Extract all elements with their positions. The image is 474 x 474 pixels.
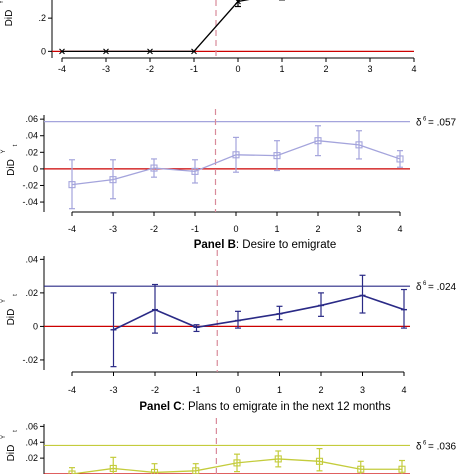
y-axis-label-sup: Y [1, 435, 7, 439]
y-axis-label-sub: t [13, 294, 19, 296]
y-axis-label-sub: t [13, 144, 19, 146]
y-tick-label: .02 [25, 147, 38, 157]
data-point [191, 167, 199, 175]
data-point [233, 459, 241, 467]
data-point [355, 141, 363, 149]
x-tick-label: 1 [279, 64, 284, 74]
data-point [274, 455, 282, 463]
delta-value: = .036 [428, 441, 457, 452]
y-tick-label: 0 [41, 46, 46, 56]
y-tick-label: -.04 [22, 197, 38, 207]
x-tick-label: -1 [192, 385, 200, 395]
x-tick-label: 4 [397, 224, 402, 234]
x-tick-label: 3 [360, 385, 365, 395]
delta-label-sup: 6 [423, 281, 427, 287]
delta-label: δ [416, 441, 422, 452]
y-tick-label: 0 [33, 164, 38, 174]
panel-caption-text: : Plans to emigrate in the next 12 month… [182, 401, 391, 413]
data-point [398, 465, 406, 473]
delta-label-sup: 6 [423, 117, 427, 123]
x-tick-label: -3 [109, 385, 117, 395]
panel-caption-bold: Panel B [194, 239, 236, 251]
y-axis-label-sup: Y [1, 149, 7, 153]
x-tick-label: -2 [146, 64, 154, 74]
y-tick-label: 0 [33, 321, 38, 331]
x-tick-label: -3 [102, 64, 110, 74]
x-tick-label: -4 [68, 385, 76, 395]
data-point [103, 48, 109, 55]
x-tick-label: 1 [274, 224, 279, 234]
data-point [273, 152, 281, 160]
y-axis-label-sup: Y [1, 299, 7, 303]
data-point [314, 137, 322, 145]
x-tick-label: 2 [318, 385, 323, 395]
x-tick-label: -4 [58, 64, 66, 74]
panel-caption: Panel C: Plans to emigrate in the next 1… [139, 401, 390, 413]
x-tick-label: 4 [411, 64, 416, 74]
data-point [147, 48, 153, 55]
panel-b: .06 .04 .02 0 -.02 -.04 DiD Yt -4 -3 -2 -1 0 1 2 3 4 δ 6 = … [1, 109, 457, 251]
data-point [357, 465, 365, 473]
panel-d: .06 .04 .02 DiD Yt δ 6 = .036 [1, 418, 457, 474]
data-point [191, 48, 197, 55]
x-tick-label: -4 [68, 224, 76, 234]
y-axis-label-sub: t [13, 430, 19, 432]
delta-label-sup: 6 [423, 440, 427, 446]
data-point [68, 470, 76, 474]
y-tick-label: .02 [25, 453, 38, 463]
data-point [68, 181, 76, 189]
delta-value: = .024 [428, 282, 457, 293]
x-tick-label: 2 [323, 64, 328, 74]
panel-caption-bold: Panel C [139, 401, 181, 413]
y-axis-label: DiD [6, 309, 17, 326]
x-tick-label: 2 [315, 224, 320, 234]
delta-value: = .057 [428, 118, 457, 129]
series-line [62, 0, 250, 53]
x-tick-label: 4 [401, 385, 406, 395]
delta-label: δ [416, 118, 422, 129]
x-tick-label: -1 [190, 64, 198, 74]
data-point [396, 155, 404, 163]
y-axis-label: DiD [4, 10, 15, 27]
data-point [235, 0, 241, 5]
panel-c: .04 .02 0 -.02 DiD Yt -4 -3 -2 -1 0 1 2 3 4 δ 6 = .024 Pan… [1, 250, 457, 413]
data-point [109, 464, 117, 472]
y-tick-label: .06 [25, 114, 38, 124]
y-tick-label: .06 [25, 421, 38, 431]
data-point [109, 176, 117, 184]
x-tick-label: 0 [235, 64, 240, 74]
data-point [150, 468, 159, 474]
data-point [232, 151, 240, 159]
y-tick-label: -.02 [22, 180, 38, 190]
series-line [113, 294, 405, 331]
x-tick-label: 3 [356, 224, 361, 234]
x-tick-label: -2 [150, 224, 158, 234]
y-axis-label: DiD [6, 159, 17, 176]
y-tick-label: -.02 [22, 355, 38, 365]
data-point [59, 48, 65, 55]
x-tick-label: -3 [109, 224, 117, 234]
delta-label: δ [416, 282, 422, 293]
x-tick-label: 1 [277, 385, 282, 395]
x-tick-label: -2 [151, 385, 159, 395]
panel-caption: Panel B: Desire to emigrate [194, 239, 337, 251]
y-tick-label: .04 [25, 437, 38, 447]
y-tick-label: .2 [38, 13, 46, 23]
y-axis-label: DiD [6, 445, 17, 462]
y-tick-label: .04 [25, 131, 38, 141]
data-point [150, 164, 158, 172]
x-tick-label: 0 [235, 385, 240, 395]
x-tick-label: -1 [191, 224, 199, 234]
x-tick-label: 3 [367, 64, 372, 74]
x-tick-label: 0 [233, 224, 238, 234]
panel-caption-text: : Desire to emigrate [236, 239, 336, 251]
y-axis-label-sup: Y [0, 0, 5, 4]
data-point [315, 457, 324, 465]
y-tick-label: .04 [25, 254, 38, 264]
y-tick-label: .02 [25, 288, 38, 298]
